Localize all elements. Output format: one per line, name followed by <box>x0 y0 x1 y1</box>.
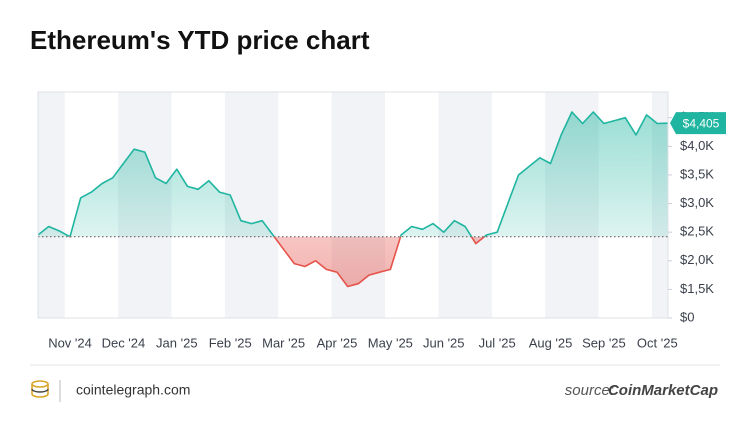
x-tick-label: Apr '25 <box>317 335 358 350</box>
y-tick-label: $1,5K <box>680 281 714 296</box>
plot-frame <box>37 91 669 319</box>
x-tick-label: Mar '25 <box>262 335 305 350</box>
month-band <box>38 92 65 318</box>
x-tick-label: Dec '24 <box>102 335 146 350</box>
brand: cointelegraph.com <box>76 382 190 398</box>
logo <box>31 380 61 402</box>
y-tick-label: $4,0K <box>680 138 714 153</box>
y-tick-label: $3,5K <box>680 166 714 181</box>
x-tick-label: Jan '25 <box>156 335 198 350</box>
x-tick-label: Nov '24 <box>48 335 92 350</box>
price-line-below <box>68 236 486 288</box>
y-tick-label: $2,0K <box>680 252 714 267</box>
x-tick-label: Aug '25 <box>529 335 573 350</box>
source-prefix: source: <box>565 382 614 399</box>
value-label: $4,405 <box>683 116 720 130</box>
x-tick-label: May '25 <box>368 335 413 350</box>
x-tick-label: Jun '25 <box>423 335 465 350</box>
price-line <box>38 111 668 237</box>
month-band <box>438 92 492 318</box>
area-up <box>38 112 668 237</box>
y-tick-label: $3,0K <box>680 195 714 210</box>
y-tick-label: $2,5K <box>680 224 714 239</box>
y-tick-label: $0 <box>680 309 694 324</box>
x-tick-label: Sep '25 <box>582 335 626 350</box>
x-tick-label: Jul '25 <box>479 335 516 350</box>
x-tick-label: Feb '25 <box>209 335 252 350</box>
chart-title: Ethereum's YTD price chart <box>30 25 370 55</box>
area-down <box>69 236 485 287</box>
x-tick-label: Oct '25 <box>637 335 678 350</box>
source: CoinMarketCap <box>608 382 718 399</box>
value-label-box <box>670 112 726 135</box>
